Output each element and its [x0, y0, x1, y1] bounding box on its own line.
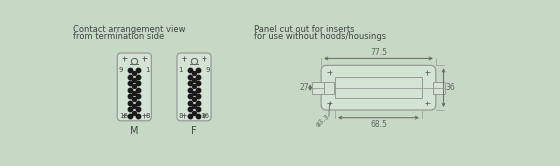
Text: 14: 14 — [329, 83, 334, 90]
Text: 36: 36 — [446, 83, 456, 92]
Text: Contact arrangement view: Contact arrangement view — [73, 25, 185, 34]
Text: 16: 16 — [119, 113, 128, 119]
Bar — [433, 82, 445, 94]
FancyBboxPatch shape — [117, 53, 151, 121]
Text: for use without hoods/housings: for use without hoods/housings — [254, 32, 386, 41]
Text: 27: 27 — [299, 83, 309, 92]
Text: 1: 1 — [179, 67, 183, 73]
Text: F: F — [191, 126, 197, 136]
Text: 5: 5 — [325, 85, 330, 89]
FancyBboxPatch shape — [177, 53, 211, 121]
Text: 9: 9 — [119, 67, 123, 73]
Text: 9: 9 — [205, 67, 209, 73]
Bar — [324, 82, 334, 94]
Text: 77.5: 77.5 — [370, 48, 387, 57]
Text: Panel cut out for inserts: Panel cut out for inserts — [254, 25, 354, 34]
Bar — [312, 82, 324, 94]
Text: 8: 8 — [146, 113, 150, 119]
FancyBboxPatch shape — [321, 65, 436, 110]
Text: 16: 16 — [200, 113, 209, 119]
Text: 8: 8 — [179, 113, 183, 119]
Text: 68.5: 68.5 — [370, 120, 387, 129]
Bar — [335, 77, 422, 98]
Text: φ3.3: φ3.3 — [315, 113, 331, 128]
Text: M: M — [130, 126, 138, 136]
Text: from termination side: from termination side — [73, 32, 164, 41]
Text: 1: 1 — [146, 67, 150, 73]
